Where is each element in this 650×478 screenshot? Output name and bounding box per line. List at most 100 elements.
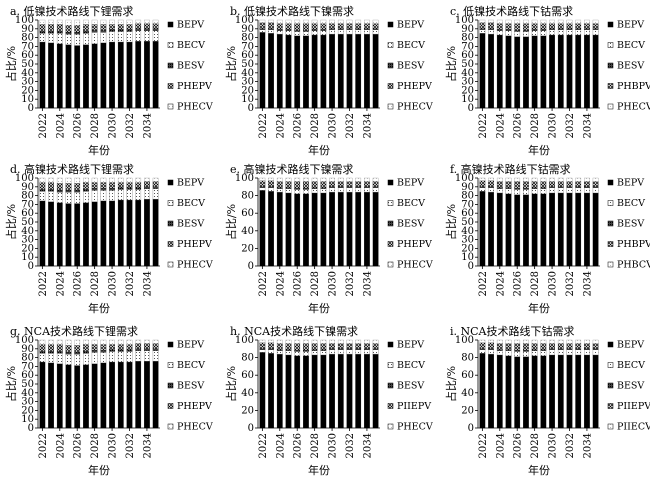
legend-swatch-becv	[607, 42, 614, 48]
bar-segment-besv-2026	[74, 352, 81, 355]
bar-segment-bepv-2029	[540, 193, 547, 267]
bar-segment-bepv-2025	[285, 192, 292, 267]
bar-segment-besv-2027	[83, 351, 89, 354]
bar-segment-becv-2027	[523, 31, 529, 37]
bar-segment-phbpv-2033	[575, 181, 582, 187]
bar-segment-becv-2026	[514, 351, 521, 357]
y-tick-label: 30	[461, 77, 474, 88]
x-tick-label: 2034	[582, 433, 593, 458]
bar-segment-bepv-2027	[523, 36, 529, 109]
bar-segment-piiepv-2024	[276, 343, 283, 350]
bar-segment-bepv-2033	[355, 191, 362, 267]
bar-segment-becv-2028	[531, 188, 538, 194]
bar-segment-piiepv-2026	[514, 343, 521, 351]
bar-segment-bepv-2034	[584, 354, 590, 429]
legend-swatch-besv	[607, 382, 614, 389]
bar-segment-piiecv-2022	[479, 339, 486, 343]
bar-segment-bepv-2035	[372, 191, 379, 267]
bar-segment-bepv-2032	[346, 353, 353, 429]
legend-label-becv: BECV	[617, 360, 645, 371]
legend-label-besv: BESV	[177, 61, 204, 72]
bar-segment-besv-2024	[56, 351, 63, 354]
bar-segment-phecv-2029	[320, 339, 327, 344]
bar-segment-bepv-2033	[575, 34, 582, 109]
bar-segment-phecv-2022	[39, 339, 46, 345]
y-tick-label: 10	[21, 252, 34, 263]
y-tick-label: 50	[461, 59, 474, 70]
bar-segment-bepv-2030	[109, 200, 115, 267]
bar-segment-phecv-2029	[100, 19, 107, 25]
panel-title: b. 低镍技术路线下镍需求	[230, 4, 354, 18]
bar-segment-bepv-2023	[268, 353, 274, 429]
bar-segment-phecv-2025	[285, 19, 292, 24]
bar-segment-besv-2032	[126, 187, 133, 190]
x-tick-label: 2024	[275, 271, 286, 296]
bar-segment-phepv-2023	[48, 182, 54, 190]
y-tick-label: 80	[21, 191, 34, 202]
x-tick-label: 2032	[565, 271, 576, 296]
panel-title: e. 高镍技术路线下镍需求	[230, 162, 354, 176]
bar-segment-phecv-2034	[364, 177, 370, 182]
legend-label-besv: BESV	[177, 219, 204, 230]
legend-label-becv: BECV	[177, 40, 205, 51]
legend-label-besv: BESV	[177, 381, 204, 392]
bar-segment-piiepv-2023	[268, 342, 274, 349]
bar-segment-becv-2031	[557, 29, 564, 36]
y-tick-label: 100	[235, 15, 254, 26]
bar-segment-phepv-2026	[294, 181, 301, 189]
y-tick-label: 60	[241, 208, 254, 219]
bar-segment-phecv-2028	[91, 19, 98, 25]
bar-segment-phbcv-2034	[584, 177, 590, 182]
chart-panel-6: f. 高镍技术路线下钴需求0102030405060708090100占比/%2…	[444, 162, 650, 315]
bar-segment-phecv-2024	[496, 19, 503, 24]
bar-segment-piiepv-2027	[303, 343, 309, 351]
bar-segment-phbcv-2030	[549, 177, 555, 182]
bar-segment-piiecv-2035	[592, 339, 599, 344]
bar-segment-besv-2034	[144, 186, 150, 189]
bar-segment-phecv-2027	[83, 177, 89, 183]
x-tick-label: 2030	[108, 113, 119, 138]
bar-segment-phecv-2033	[355, 339, 362, 344]
x-tick-label: 2022	[478, 271, 489, 296]
legend-swatch-phepv	[167, 241, 174, 247]
y-tick-label: 20	[241, 405, 254, 416]
bar-segment-becv-2034	[144, 30, 150, 42]
bar-segment-bepv-2035	[152, 40, 159, 109]
bar-segment-phecv-2034	[144, 339, 150, 344]
y-axis-label: 占比/%	[444, 366, 458, 402]
bar-segment-piiepv-2023	[488, 342, 494, 349]
bar-segment-phepv-2035	[152, 181, 159, 187]
y-tick-label: 30	[21, 235, 34, 246]
bar-segment-bepv-2030	[109, 41, 115, 109]
bar-segment-bepv-2028	[311, 34, 318, 109]
bar-segment-phbpv-2030	[549, 181, 555, 187]
bar-segment-besv-2022	[39, 189, 46, 192]
x-tick-label: 2034	[362, 271, 373, 296]
legend-swatch-phepv	[387, 241, 394, 247]
bar-segment-besv-2030	[109, 29, 115, 32]
y-axis-label: 占比/%	[224, 204, 238, 240]
bar-segment-phepv-2022	[259, 180, 266, 187]
bar-segment-bepv-2032	[566, 354, 573, 429]
bar-segment-phepv-2027	[83, 24, 89, 32]
y-tick-label: 0	[468, 423, 474, 434]
bar-segment-becv-2028	[531, 30, 538, 36]
bar-segment-becv-2022	[479, 29, 486, 34]
y-tick-label: 0	[28, 423, 34, 434]
bar-segment-bepv-2033	[575, 192, 582, 267]
bar-segment-bepv-2031	[337, 353, 344, 429]
x-tick-label: 2028	[310, 433, 321, 458]
bar-segment-phbpv-2030	[549, 23, 555, 29]
bar-segment-phepv-2023	[268, 180, 274, 187]
bar-segment-bepv-2033	[355, 353, 362, 429]
bar-segment-besv-2023	[48, 31, 54, 34]
bar-segment-becv-2022	[479, 349, 486, 354]
bar-segment-piiecv-2032	[566, 339, 573, 344]
bar-segment-piiepv-2034	[584, 343, 590, 349]
bar-segment-phecv-2029	[100, 339, 107, 345]
bar-segment-bepv-2027	[83, 202, 89, 267]
bar-segment-bepv-2022	[39, 200, 46, 267]
legend-swatch-besv	[167, 220, 174, 227]
bar-segment-phecv-2035	[372, 177, 379, 182]
